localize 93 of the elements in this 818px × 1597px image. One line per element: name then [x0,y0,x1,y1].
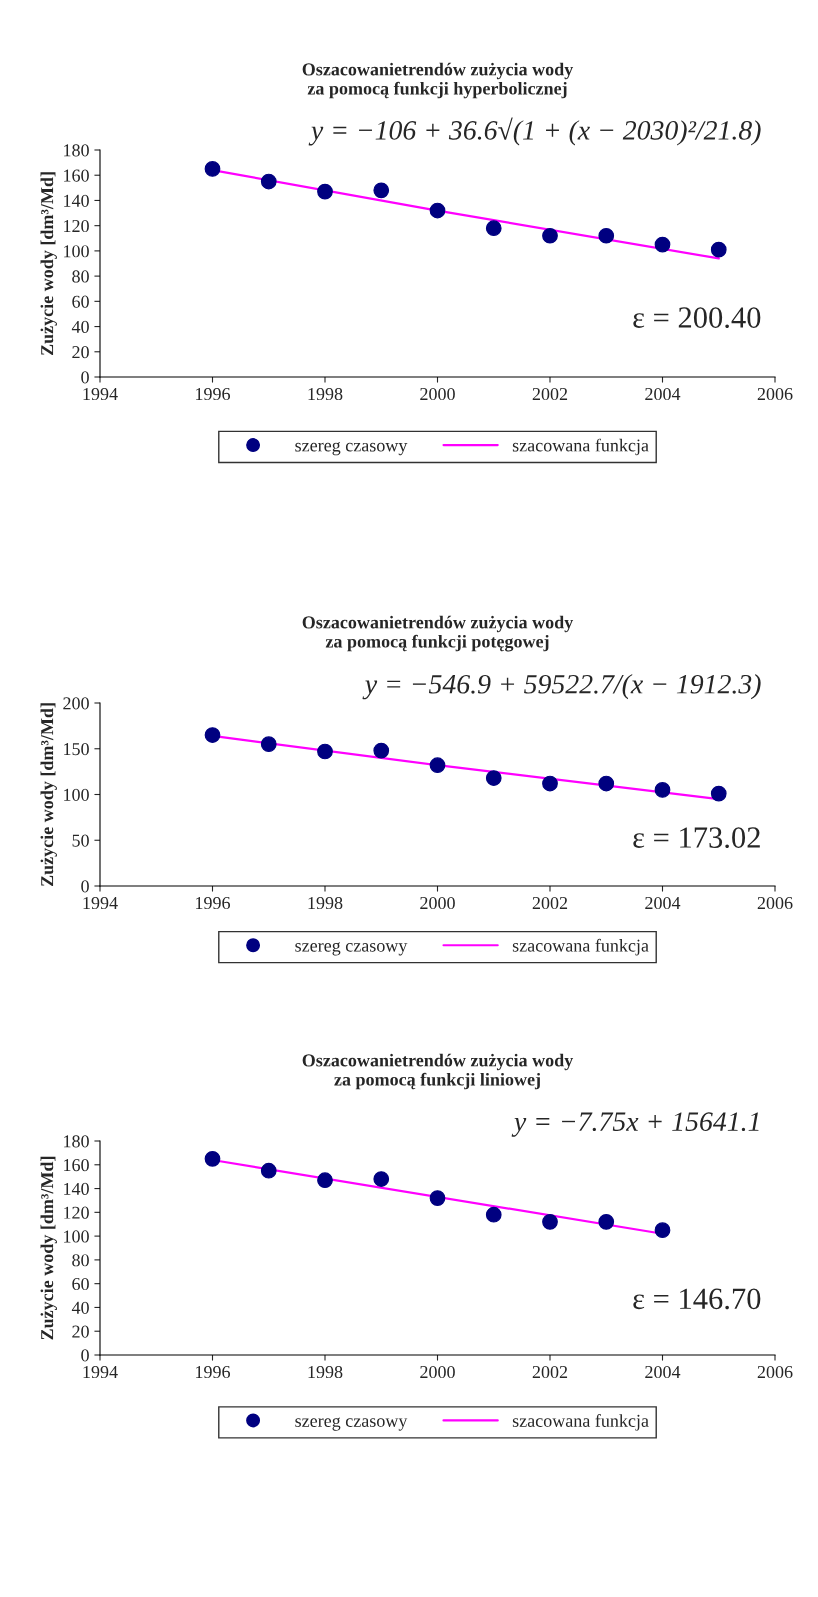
y-tick-label: 0 [81,880,89,893]
y-tick-label: 20 [72,1325,89,1338]
x-tick-label: 1998 [308,387,343,401]
x-tick-label: 1996 [196,896,231,910]
y-tick-label: 140 [64,194,89,207]
x-tick-label: 1996 [196,387,231,401]
chart-title: Oszacowanietrendów zużycia wody za pomocą funkcji hyperbolicznej [302,62,574,99]
point [317,1172,333,1189]
x-tick-label: 1998 [308,1365,343,1379]
point [710,241,727,258]
point [317,183,333,200]
point [373,742,390,759]
y-tick-label: 100 [64,788,89,801]
point [317,743,333,760]
point [429,1190,446,1206]
point [654,1222,671,1239]
point [598,227,615,244]
y-tick-label: 100 [64,245,89,258]
y-tick-label: 20 [72,346,89,359]
y-tick-label: 50 [72,834,89,847]
x-tick-label: 1996 [196,1365,231,1379]
legend-label: szacowana funkcja [512,1414,649,1431]
y-tick-label: 80 [72,1254,89,1267]
point [260,1162,277,1179]
x-tick-label: 2004 [645,896,681,910]
point [485,770,502,786]
x-tick-label: 2004 [645,1365,681,1379]
x-tick-label: 2006 [757,1365,793,1379]
annotation: ε = 146.70 [633,1288,761,1310]
annotation: ε = 200.40 [633,307,761,329]
y-tick-label: 180 [64,144,89,157]
point [598,1213,615,1230]
text: y = −546.9 + 59522.7/(x − 1912.3) [362,674,761,700]
point [542,227,558,244]
legend-label: szacowana funkcja [512,938,649,956]
point [542,1213,558,1230]
legend-label: szereg czasowy [295,442,408,456]
point [260,173,277,190]
legend-label: szereg czasowy [295,942,408,956]
y-tick-label: 0 [81,1349,89,1362]
y-tick-label: 160 [64,1159,89,1172]
point [542,775,558,792]
x-tick-label: 1998 [308,896,343,910]
x-tick-label: 2000 [420,387,455,401]
point [654,236,671,253]
x-tick-label: 1994 [83,896,118,910]
chart-title: Oszacowanietrendów zużycia wody za pomocą funkcji potęgowej [302,615,574,652]
point [204,161,221,177]
y-tick-label: 120 [64,219,89,233]
x-tick-label: 2000 [420,1365,455,1379]
point [204,1150,221,1167]
y-tick-label: 120 [64,1206,89,1219]
point [654,782,671,798]
chart-title: Oszacowanietrendów zużycia wody za pomocą funkcji liniowej [302,1053,574,1090]
y-tick-label: 60 [72,295,89,308]
point [204,727,221,743]
point [485,1206,502,1223]
x-tick-label: 1994 [83,1365,118,1379]
point [373,1171,390,1187]
point [710,785,727,802]
x-tick-label: 1994 [83,387,118,401]
point [485,220,502,237]
x-tick-label: 2006 [757,387,793,401]
y-axis-title: Zużycie wody [dm³/Md] [40,703,57,887]
legend-label: szereg czasowy [295,1417,408,1431]
point [373,182,390,199]
y-tick-label: 60 [72,1277,89,1291]
x-tick-label: 2004 [645,387,681,401]
text: y = −7.75x + 15641.1 [511,1112,759,1137]
y-axis-title: Zużycie wody [dm³/Md] [40,1156,57,1340]
point [429,757,446,774]
y-tick-label: 80 [72,270,89,283]
x-tick-label: 2000 [420,896,455,910]
y-tick-label: 100 [64,1230,89,1243]
annotation: ε = 173.02 [633,827,760,849]
y-tick-label: 150 [64,743,89,756]
y-tick-label: 160 [64,169,89,182]
x-tick-label: 2002 [532,387,568,401]
point [598,775,615,792]
text: y = −106 + 36.6√(1 + (x − 2030)²/21.8) [308,117,761,146]
y-tick-label: 140 [64,1182,89,1195]
y-tick-label: 40 [71,320,89,333]
y-tick-label: 200 [63,697,89,710]
legend-label: szacowana funkcja [512,438,649,456]
point [260,736,277,753]
y-tick-label: 180 [64,1135,89,1148]
point [429,202,446,219]
y-axis-title: Zużycie wody [dm³/Md] [40,172,57,356]
y-tick-label: 40 [71,1301,89,1314]
x-tick-label: 2002 [532,896,568,910]
x-tick-label: 2006 [757,896,793,910]
y-tick-label: 0 [81,371,89,384]
x-tick-label: 2002 [532,1365,568,1379]
